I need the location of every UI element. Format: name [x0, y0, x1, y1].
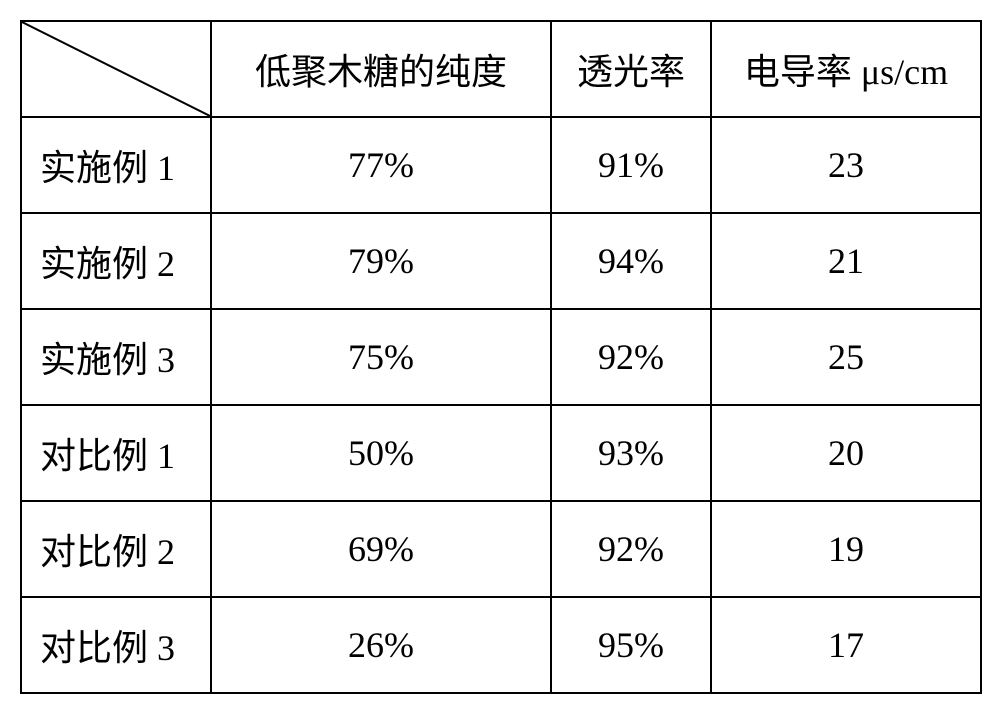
table-row: 对比例 2 69% 92% 19	[21, 501, 981, 597]
diagonal-line-icon	[22, 22, 210, 116]
cell-purity: 79%	[211, 213, 551, 309]
cell-purity: 75%	[211, 309, 551, 405]
cell-conductivity: 25	[711, 309, 981, 405]
cell-transmittance: 92%	[551, 309, 711, 405]
cell-conductivity: 23	[711, 117, 981, 213]
cell-transmittance: 93%	[551, 405, 711, 501]
cell-conductivity: 17	[711, 597, 981, 693]
column-header-conductivity: 电导率 μs/cm	[711, 21, 981, 117]
data-table: 低聚木糖的纯度 透光率 电导率 μs/cm 实施例 1 77% 91% 23 实…	[20, 20, 982, 694]
column-header-transmittance: 透光率	[551, 21, 711, 117]
cell-purity: 26%	[211, 597, 551, 693]
cell-purity: 69%	[211, 501, 551, 597]
cell-purity: 50%	[211, 405, 551, 501]
cell-conductivity: 19	[711, 501, 981, 597]
row-label: 实施例 3	[21, 309, 211, 405]
table-header-row: 低聚木糖的纯度 透光率 电导率 μs/cm	[21, 21, 981, 117]
table-row: 实施例 2 79% 94% 21	[21, 213, 981, 309]
row-label: 对比例 3	[21, 597, 211, 693]
table-row: 实施例 1 77% 91% 23	[21, 117, 981, 213]
table-body: 实施例 1 77% 91% 23 实施例 2 79% 94% 21 实施例 3 …	[21, 117, 981, 693]
row-label: 对比例 1	[21, 405, 211, 501]
cell-transmittance: 92%	[551, 501, 711, 597]
table-row: 对比例 3 26% 95% 17	[21, 597, 981, 693]
cell-transmittance: 94%	[551, 213, 711, 309]
cell-transmittance: 95%	[551, 597, 711, 693]
row-label: 实施例 1	[21, 117, 211, 213]
row-label: 实施例 2	[21, 213, 211, 309]
cell-purity: 77%	[211, 117, 551, 213]
cell-conductivity: 20	[711, 405, 981, 501]
cell-transmittance: 91%	[551, 117, 711, 213]
row-label: 对比例 2	[21, 501, 211, 597]
column-header-purity: 低聚木糖的纯度	[211, 21, 551, 117]
table-row: 实施例 3 75% 92% 25	[21, 309, 981, 405]
table-row: 对比例 1 50% 93% 20	[21, 405, 981, 501]
cell-conductivity: 21	[711, 213, 981, 309]
data-table-container: 低聚木糖的纯度 透光率 电导率 μs/cm 实施例 1 77% 91% 23 实…	[20, 20, 980, 694]
diagonal-header-cell	[21, 21, 211, 117]
